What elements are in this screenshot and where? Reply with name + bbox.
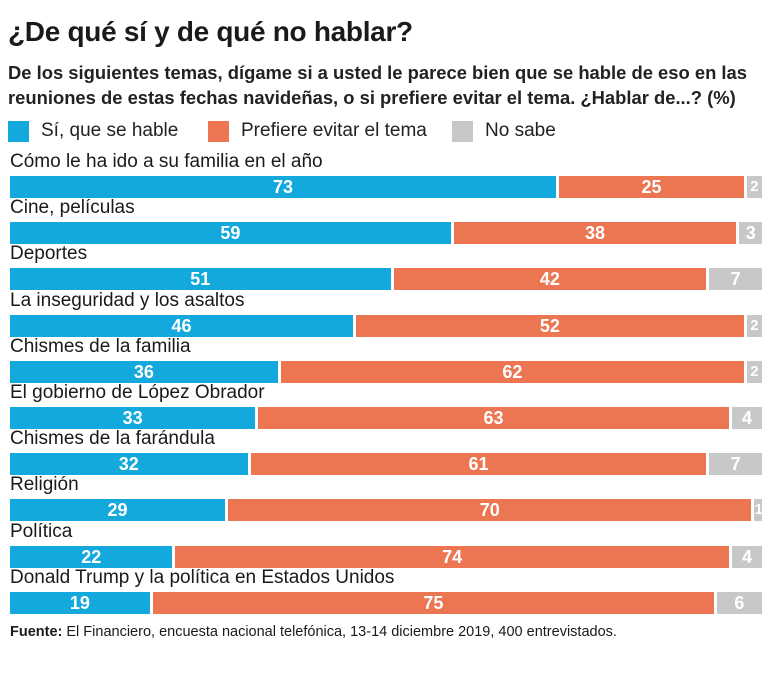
source-label: Fuente:	[10, 624, 63, 640]
bar-no-sabe	[709, 453, 762, 476]
bar-no-sabe	[754, 499, 762, 522]
bar-si	[10, 268, 391, 291]
bar-si	[10, 314, 353, 337]
category-label: Chismes de la farándula	[10, 428, 215, 450]
bar-evitar	[175, 545, 729, 568]
category-label: Cómo le ha ido a su familia en el año	[10, 151, 323, 172]
bar-value-label: 73	[272, 177, 293, 197]
bar-value-label: 3	[745, 223, 756, 244]
legend-swatch-si	[8, 120, 29, 142]
bar-evitar	[152, 591, 714, 614]
legend-item-no-sabe: No sabe	[452, 118, 556, 144]
bar-value-label: 75	[423, 592, 444, 613]
legend-swatch-evitar	[208, 120, 229, 142]
bar-no-sabe	[731, 545, 762, 568]
bar-value-label: 36	[133, 361, 154, 382]
bar-si	[10, 222, 451, 245]
bar-value-label: 2	[750, 316, 759, 334]
category-label: El gobierno de López Obrador	[10, 382, 265, 403]
bar-value-label: 46	[171, 315, 192, 336]
chart-title: ¿De qué sí y de qué no hablar?	[8, 16, 413, 47]
bar-value-label: 70	[479, 500, 500, 521]
bar-evitar	[453, 222, 737, 245]
category-label: Deportes	[10, 243, 88, 265]
legend-label-evitar: Prefiere evitar el tema	[241, 120, 427, 141]
bar-no-sabe	[716, 591, 762, 614]
bar-value-label: 59	[220, 223, 241, 244]
bar-value-label: 1	[754, 501, 763, 519]
legend-swatch-no-sabe	[452, 120, 473, 142]
bar-value-label: 4	[741, 546, 752, 567]
source-note: Fuente: El Financiero, encuesta nacional…	[10, 624, 617, 640]
bar-value-label: 7	[730, 269, 741, 290]
category-label: Chismes de la familia	[10, 335, 191, 357]
category-label: Cine, películas	[10, 197, 135, 219]
bar-si	[10, 407, 256, 429]
bar-value-label: 74	[442, 546, 463, 567]
bar-evitar	[558, 176, 744, 198]
bar-value-label: 42	[539, 269, 560, 290]
bar-si	[10, 453, 248, 476]
legend-item-evitar: Prefiere evitar el tema	[208, 118, 427, 144]
bar-evitar	[280, 360, 744, 383]
bar-no-sabe	[739, 222, 762, 245]
bar-evitar	[355, 314, 744, 337]
bar-value-label: 38	[585, 223, 606, 244]
bar-no-sabe	[709, 268, 762, 291]
bar-value-label: 33	[122, 408, 143, 428]
bar-evitar	[250, 453, 707, 476]
bar-evitar	[393, 268, 707, 291]
bar-value-label: 2	[750, 178, 759, 195]
category-label: La inseguridad y los asaltos	[10, 289, 245, 311]
bar-value-label: 6	[734, 592, 745, 613]
legend-label-si: Sí, que se hable	[41, 120, 179, 141]
bar-si	[10, 591, 150, 614]
bar-value-label: 4	[741, 408, 752, 428]
bar-si	[10, 176, 556, 198]
category-label: Política	[10, 520, 73, 542]
bar-value-label: 22	[81, 546, 102, 567]
bar-value-label: 61	[468, 454, 489, 475]
bar-si	[10, 499, 226, 522]
source-text: El Financiero, encuesta nacional telefón…	[62, 624, 617, 640]
bar-no-sabe	[746, 314, 762, 337]
bar-value-label: 19	[69, 592, 90, 613]
bar-si	[10, 360, 278, 383]
bar-value-label: 32	[118, 454, 139, 475]
category-label: Donald Trump y la política en Estados Un…	[10, 566, 395, 588]
bar-value-label: 25	[641, 177, 662, 197]
bar-value-label: 62	[502, 361, 523, 382]
bar-evitar	[228, 499, 752, 522]
bar-si	[10, 545, 173, 568]
legend-item-si: Sí, que se hable	[8, 118, 178, 144]
bar-value-label: 7	[730, 454, 741, 475]
chart-subtitle: De los siguientes temas, dígame si a ust…	[8, 62, 747, 108]
legend-label-no-sabe: No sabe	[485, 120, 556, 141]
bar-value-label: 51	[190, 269, 211, 290]
bar-value-label: 63	[483, 408, 504, 428]
bar-value-label: 2	[750, 362, 759, 380]
bar-value-label: 52	[539, 315, 560, 336]
bar-evitar	[258, 407, 729, 429]
bar-no-sabe	[746, 360, 762, 383]
bar-no-sabe	[731, 407, 762, 429]
bar-value-label: 29	[107, 500, 128, 521]
category-label: Religión	[10, 474, 79, 496]
legend: Sí, que se hable Prefiere evitar el tema…	[8, 118, 768, 144]
bar-no-sabe	[746, 176, 762, 198]
